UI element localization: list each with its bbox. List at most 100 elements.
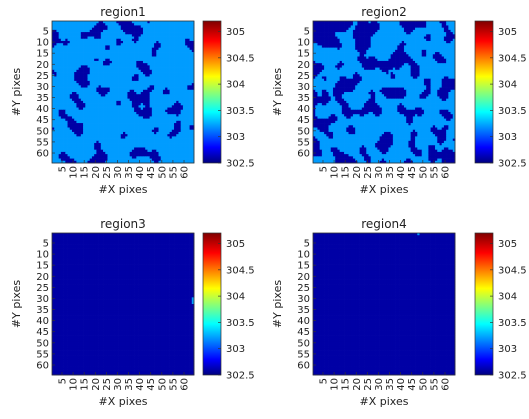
heatmap-cell (170, 52, 173, 55)
heatmap-cell (107, 121, 110, 124)
heatmap-cell (395, 48, 398, 51)
heatmap-cell (112, 39, 115, 42)
heatmap-cell (161, 125, 164, 128)
heatmap-cell (107, 105, 110, 108)
heatmap-cell (172, 92, 175, 95)
heatmap-cell (435, 28, 438, 31)
heatmap-cell (167, 52, 170, 55)
heatmap-cell (190, 52, 193, 55)
heatmap-cell (65, 121, 68, 124)
heatmap-cell (79, 112, 82, 115)
heatmap-cell (61, 25, 64, 28)
heatmap-cell (110, 76, 113, 79)
heatmap-cell (76, 150, 79, 153)
heatmap-cell (411, 37, 414, 40)
heatmap-cell (79, 43, 82, 46)
heatmap-cell (76, 99, 79, 102)
heatmap-cell (116, 119, 119, 122)
heatmap-cell (96, 136, 99, 139)
heatmap-cell (400, 45, 403, 48)
heatmap-cell (187, 136, 190, 139)
heatmap-cell (72, 76, 75, 79)
heatmap-cell (116, 96, 119, 99)
heatmap-cell (190, 83, 193, 86)
heatmap-cell (88, 50, 91, 53)
heatmap-cell (139, 72, 142, 75)
heatmap-cell (187, 39, 190, 42)
heatmap-cell (90, 139, 93, 142)
heatmap-cell (154, 154, 157, 157)
heatmap-cell (371, 25, 374, 28)
heatmap-cell (391, 28, 394, 31)
heatmap-cell (134, 59, 137, 62)
heatmap-cell (103, 88, 106, 91)
heatmap-cell (76, 25, 79, 28)
heatmap-cell (130, 116, 133, 119)
heatmap-cell (127, 101, 130, 104)
heatmap-cell (83, 68, 86, 71)
heatmap-cell (190, 139, 193, 142)
heatmap-cell (342, 28, 345, 31)
heatmap-cell (185, 90, 188, 93)
heatmap-cell (88, 23, 91, 26)
heatmap-cell (395, 37, 398, 40)
heatmap-cell (65, 79, 68, 82)
heatmap-cell (371, 30, 374, 33)
heatmap-cell (161, 45, 164, 48)
heatmap-cell (159, 41, 162, 44)
heatmap-cell (101, 76, 104, 79)
heatmap-cell (317, 48, 320, 51)
heatmap-cell (116, 45, 119, 48)
heatmap-cell (132, 41, 135, 44)
heatmap-cell (161, 32, 164, 35)
heatmap-cell (121, 23, 124, 26)
heatmap-cell (94, 70, 97, 73)
heatmap-cell (127, 90, 130, 93)
heatmap-cell (371, 34, 374, 37)
heatmap-cell (74, 79, 77, 82)
heatmap-cell (422, 34, 425, 37)
heatmap-cell (68, 152, 71, 155)
heatmap-cell (94, 76, 97, 79)
heatmap-cell (114, 112, 117, 115)
heatmap-cell (388, 37, 391, 40)
heatmap-cell (61, 30, 64, 33)
heatmap-cell (364, 25, 367, 28)
heatmap-cell (61, 28, 64, 31)
heatmap-cell (181, 134, 184, 137)
heatmap-cell (59, 139, 62, 142)
heatmap-cell (187, 52, 190, 55)
heatmap-cell (56, 88, 59, 91)
heatmap-cell (103, 50, 106, 53)
heatmap-cell (163, 141, 166, 144)
heatmap-cell (96, 92, 99, 95)
heatmap-cell (187, 83, 190, 86)
heatmap-cell (346, 39, 349, 42)
heatmap-cell (176, 65, 179, 68)
heatmap-cell (68, 52, 71, 55)
heatmap-cell (145, 81, 148, 84)
heatmap-cell (163, 94, 166, 97)
heatmap-cell (145, 94, 148, 97)
heatmap-cell (121, 108, 124, 111)
heatmap-cell (116, 92, 119, 95)
heatmap-cell (176, 48, 179, 51)
heatmap-cell (451, 41, 454, 44)
heatmap-cell (70, 81, 73, 84)
heatmap-cell (165, 57, 168, 60)
heatmap-cell (174, 136, 177, 139)
heatmap-cell (76, 121, 79, 124)
heatmap-cell (154, 128, 157, 131)
heatmap-cell (139, 128, 142, 131)
heatmap-cell (161, 43, 164, 46)
heatmap-cell (85, 147, 88, 150)
heatmap-cell (116, 103, 119, 106)
heatmap-cell (74, 159, 77, 162)
heatmap-cell (147, 96, 150, 99)
heatmap-cell (105, 139, 108, 142)
heatmap-cell (167, 57, 170, 60)
heatmap-cell (426, 25, 429, 28)
heatmap-cell (88, 114, 91, 117)
heatmap-cell (340, 48, 343, 51)
heatmap-cell (152, 101, 155, 104)
